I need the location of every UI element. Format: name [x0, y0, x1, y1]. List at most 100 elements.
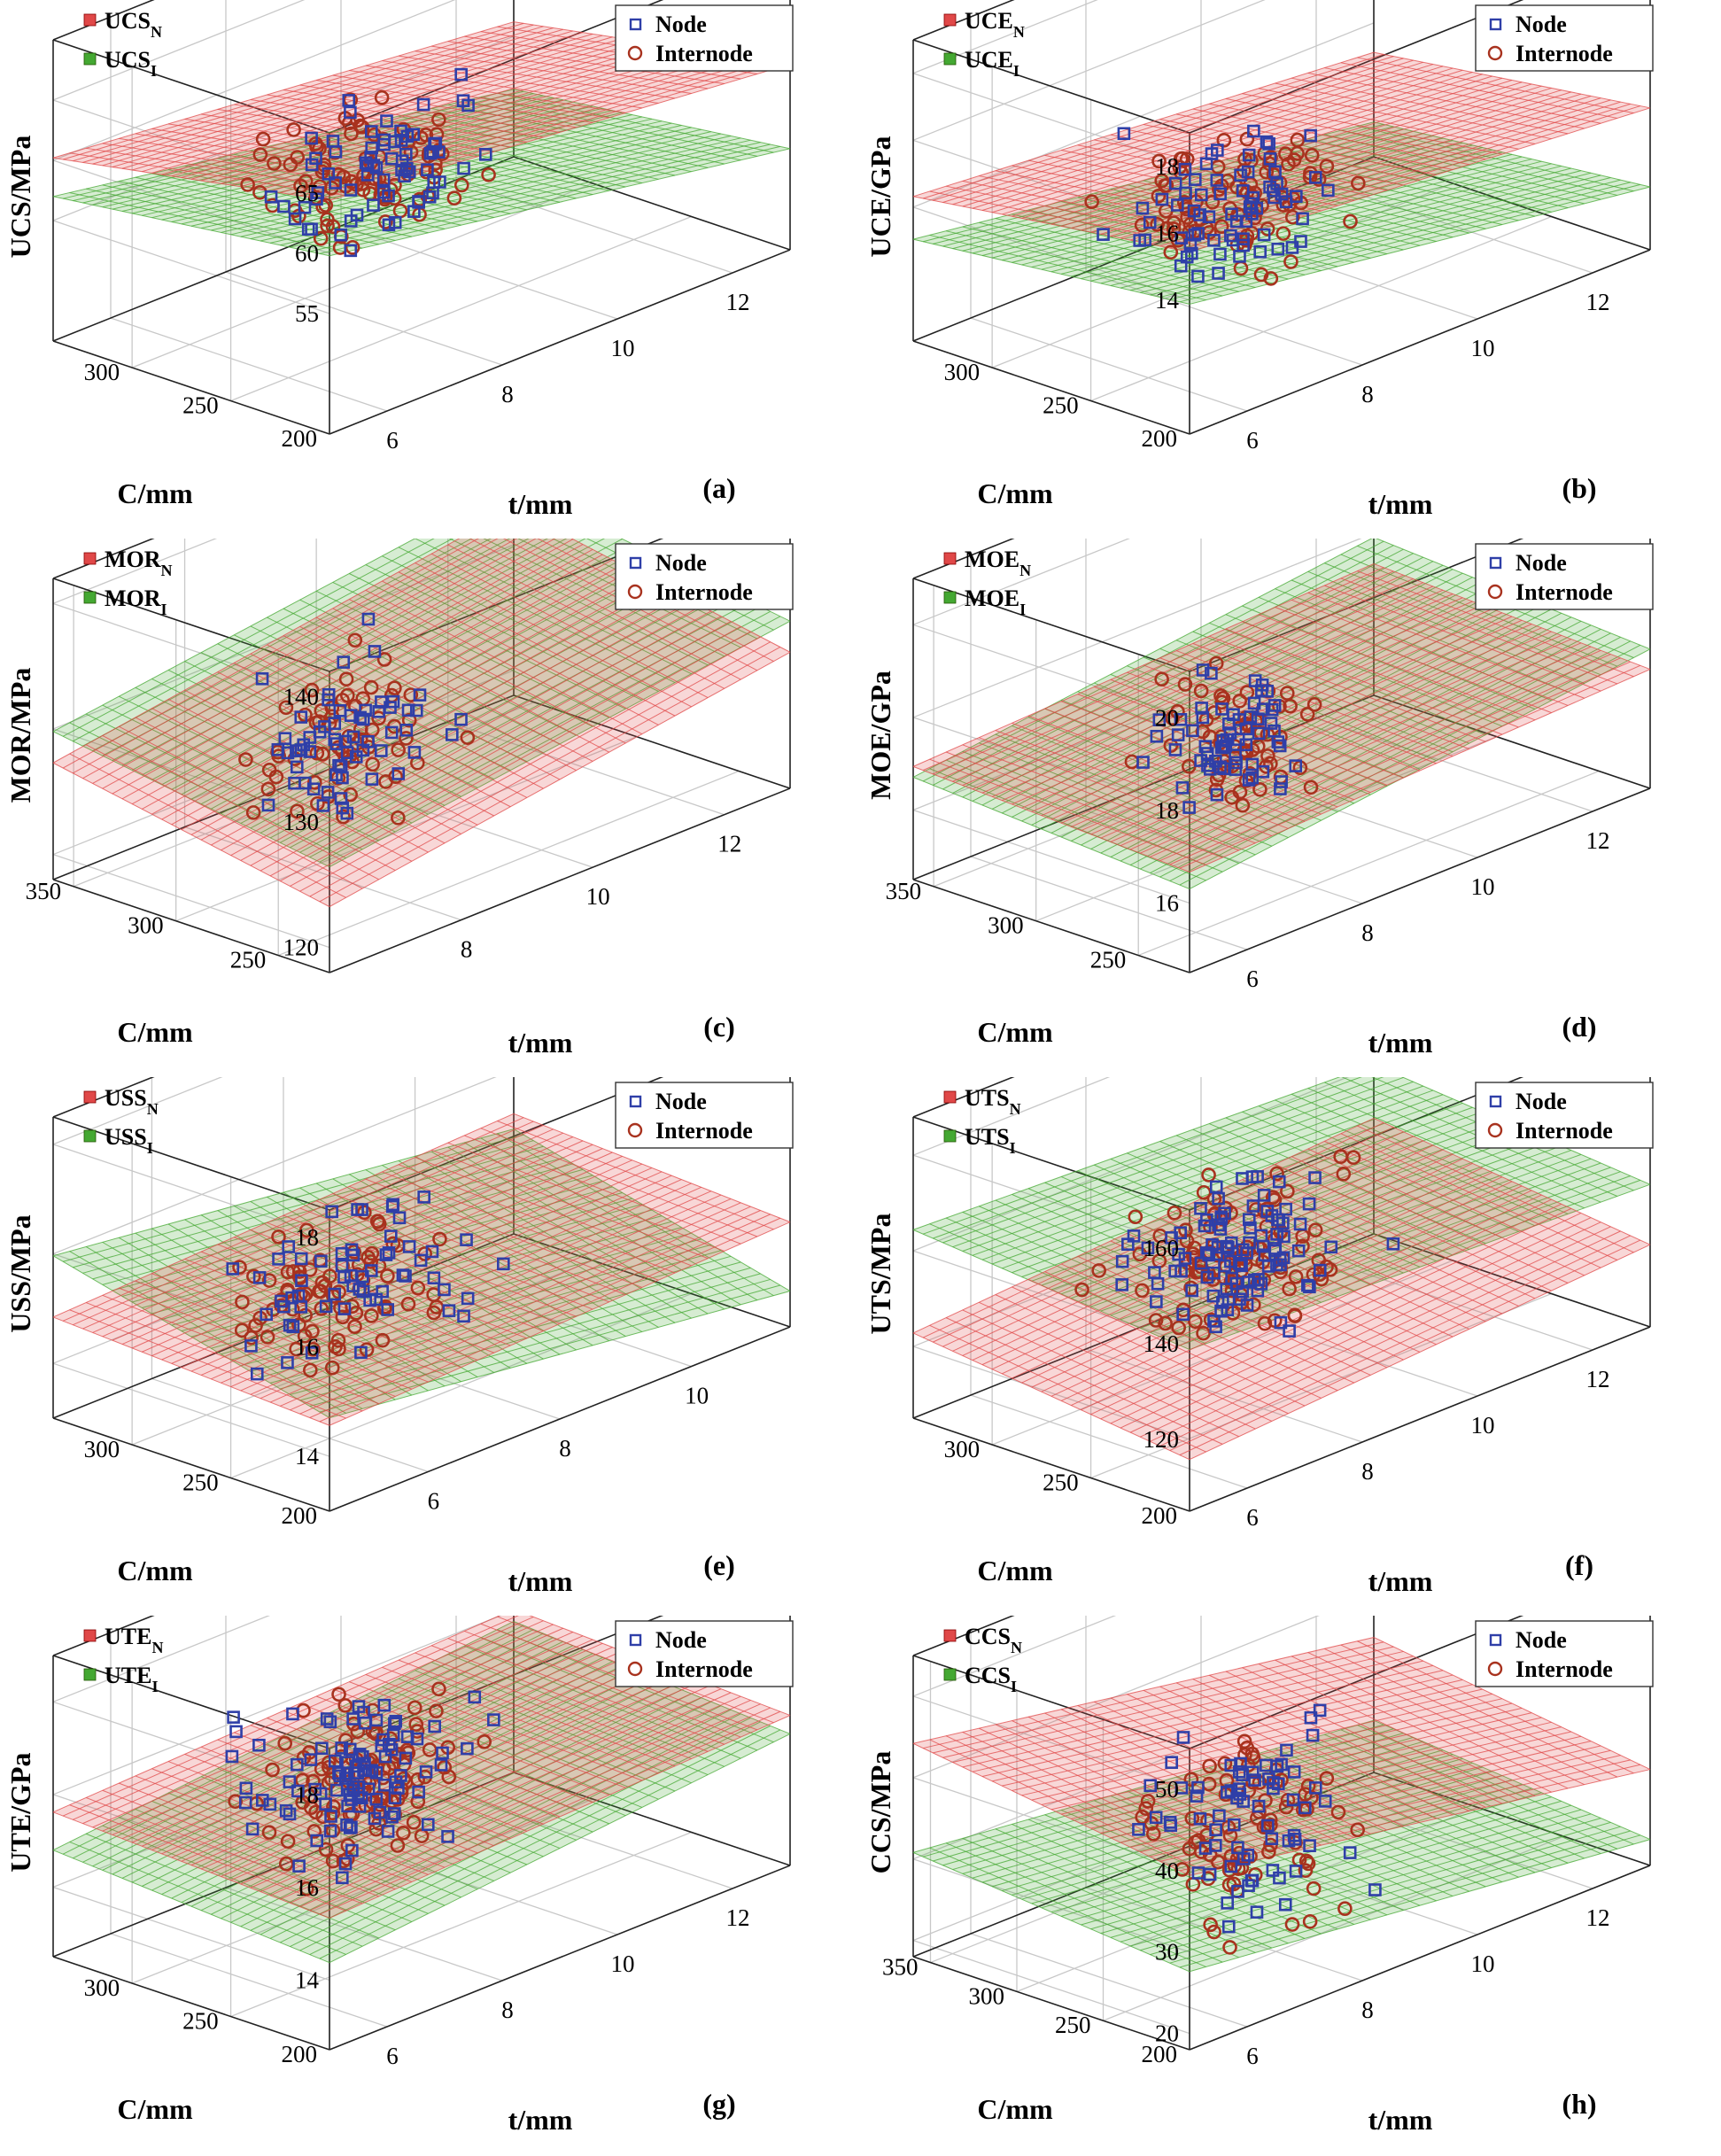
node-point: [434, 1758, 448, 1772]
y-axis-title: C/mm: [977, 2093, 1053, 2125]
panel-label: (a): [702, 472, 735, 504]
internode-point: [265, 1762, 280, 1778]
internode-point: [441, 1769, 457, 1785]
internode-point: [1283, 254, 1299, 269]
node-point: [384, 725, 399, 740]
internode-point: [1304, 148, 1320, 163]
node-point: [385, 1199, 399, 1214]
node-point: [438, 1283, 451, 1297]
internode-point: [318, 1842, 334, 1857]
internode-point: [1135, 1283, 1150, 1299]
node-point: [1190, 1789, 1204, 1803]
x-tick-label: 12: [726, 1904, 750, 1931]
node-point: [1194, 1201, 1207, 1215]
legend-internode-surface: UTSI: [965, 1124, 1016, 1157]
node-point: [363, 1293, 376, 1307]
node-point: [412, 1785, 425, 1799]
node-point: [1260, 684, 1274, 698]
node-point: [1168, 743, 1182, 756]
node-point: [1304, 1710, 1318, 1725]
node-point: [281, 746, 295, 760]
z-tick-label: 14: [295, 1443, 320, 1470]
node-point: [1193, 1811, 1207, 1826]
node-point: [333, 1769, 347, 1783]
legend-node: Node: [655, 550, 707, 576]
internode-point: [481, 167, 496, 182]
node-point: [345, 1843, 359, 1857]
node-point: [1205, 666, 1218, 680]
internode-point: [1167, 1206, 1182, 1221]
internode-point: [320, 218, 335, 234]
node-point: [351, 1203, 364, 1216]
y-tick-label: 300: [84, 359, 120, 385]
chart-svg: 14 16 18 6 8 10 12 200 250 300 UTE/GPa t/mm C/mm (g) U…: [4, 1616, 794, 2136]
node-point: [1191, 269, 1205, 283]
z-tick-label: 18: [295, 1224, 319, 1251]
node-point: [372, 705, 385, 718]
node-point: [1242, 1879, 1255, 1892]
node-point: [379, 1248, 393, 1261]
node-point: [1155, 192, 1169, 206]
node-point: [1171, 728, 1185, 741]
internode-point: [344, 174, 360, 190]
internode-point: [271, 1229, 286, 1245]
internode-point: [267, 156, 282, 171]
internode-point: [1257, 1315, 1273, 1331]
node-point: [1247, 124, 1260, 138]
node-point: [1176, 1307, 1190, 1322]
node-point: [1149, 1811, 1163, 1825]
node-point: [1265, 1209, 1279, 1222]
node-point: [1279, 195, 1293, 209]
node-point: [252, 1738, 266, 1752]
internode-point: [410, 1280, 426, 1296]
internode-point: [1140, 1794, 1156, 1809]
node-point: [1278, 1897, 1292, 1912]
internode-point: [1345, 1150, 1361, 1166]
internode-point: [410, 1794, 426, 1810]
internode-point: [407, 1700, 422, 1716]
chart-svg: 16 18 20 6 8 10 12 250 300 350 MOE/GPa t/mm C/mm (d) M…: [864, 539, 1654, 1059]
node-point: [478, 148, 492, 161]
legend-node: Node: [655, 12, 707, 37]
y-tick-label: 200: [1142, 2041, 1178, 2067]
node-point: [1210, 174, 1224, 187]
node-point: [305, 158, 319, 172]
node-point: [1252, 726, 1266, 741]
surface-node: [52, 1113, 791, 1426]
internode-point: [1134, 217, 1150, 233]
node-point: [1242, 773, 1256, 787]
node-point: [381, 1825, 395, 1838]
y-axis-title: C/mm: [117, 2093, 193, 2125]
node-point: [364, 1264, 378, 1277]
surface-node: [912, 1117, 1651, 1461]
internode-point: [302, 1262, 318, 1277]
node-point: [356, 712, 370, 726]
x-axis-title: t/mm: [1368, 1565, 1433, 1597]
node-point: [1136, 201, 1150, 215]
node-point: [1233, 1257, 1246, 1270]
node-point: [255, 671, 269, 686]
node-point: [295, 1274, 308, 1288]
node-point: [1165, 1231, 1178, 1245]
internode-point: [343, 787, 358, 803]
y-axis-title: C/mm: [117, 477, 193, 509]
node-points: [1136, 663, 1303, 814]
node-point: [446, 728, 459, 741]
internode-point: [1201, 1167, 1216, 1183]
x-tick-label: 12: [726, 289, 750, 315]
legend-internode-surface: UCSI: [105, 47, 157, 80]
swatch-internode-surface: [83, 1129, 97, 1143]
x-tick-label: 8: [1361, 919, 1374, 946]
node-point: [1274, 1315, 1288, 1330]
node-point: [356, 743, 370, 757]
internode-point: [240, 177, 255, 192]
node-point: [1308, 1781, 1322, 1795]
node-point: [1127, 1229, 1141, 1243]
y-tick-label: 200: [1142, 1502, 1178, 1529]
node-point: [294, 710, 308, 724]
node-point: [468, 1690, 482, 1704]
node-point: [1213, 187, 1227, 201]
node-point: [1260, 135, 1274, 149]
node-point: [1226, 233, 1240, 247]
